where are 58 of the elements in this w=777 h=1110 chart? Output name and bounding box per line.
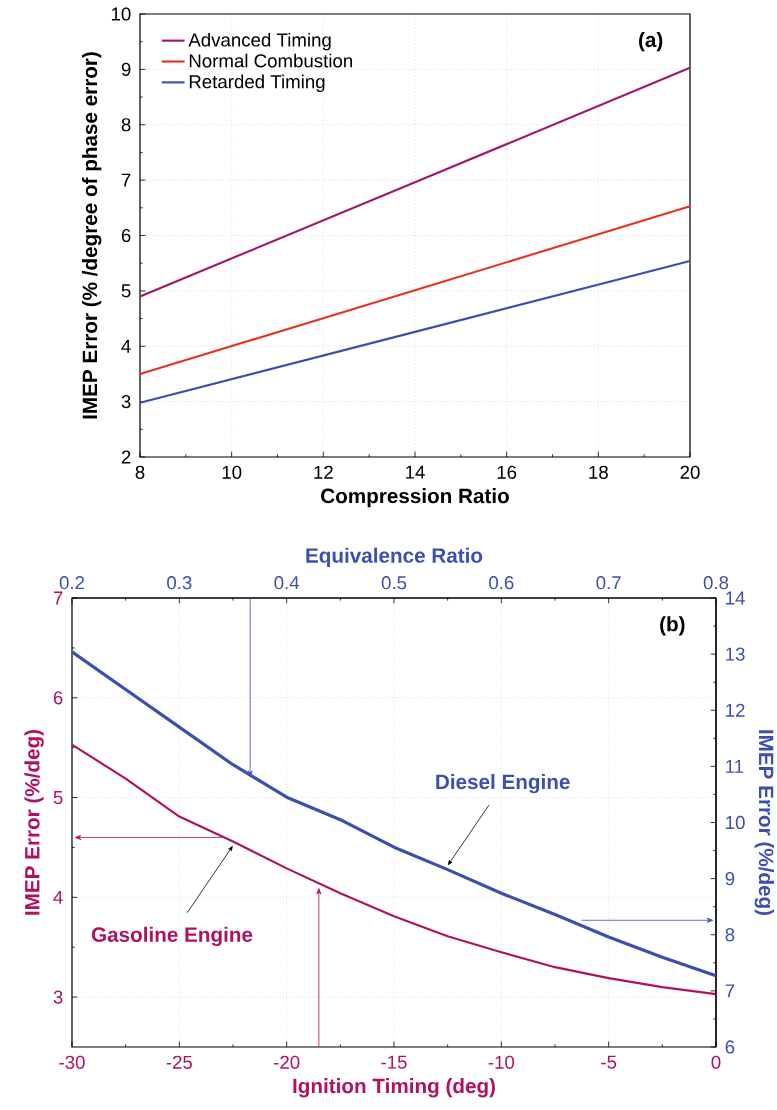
x2-tick-label: 0.3	[167, 576, 192, 590]
x-tick-label: 10	[222, 465, 242, 479]
x-tick-label: 0	[711, 1055, 721, 1069]
annotation: (b)	[660, 616, 685, 636]
y-tick-label: 7	[121, 173, 131, 187]
y-tick-label: 5	[53, 791, 63, 805]
y2-axis-title: IMEP Error (%/deg)	[754, 730, 774, 916]
y-tick-label: 9	[121, 62, 131, 76]
y2-tick-label: 12	[726, 703, 745, 717]
x-tick-label: -30	[59, 1055, 85, 1069]
x2-tick-label: 0.5	[381, 576, 407, 590]
y-axis-title: IMEP Error (% /degree of phase error)	[82, 52, 102, 419]
x-tick-label: -25	[166, 1055, 193, 1069]
x2-tick-label: 0.6	[489, 576, 514, 590]
y-tick-label: 6	[121, 228, 131, 243]
legend-label: Normal Combustion	[189, 53, 353, 68]
y2-tick-label: 6	[725, 1040, 735, 1054]
y-tick-label: 10	[111, 7, 131, 21]
y-tick-label: 4	[121, 339, 131, 353]
y-tick-label: 6	[53, 691, 63, 705]
x2-tick-label: 0.2	[59, 576, 85, 590]
x-tick-label: -20	[274, 1055, 300, 1069]
y-tick-label: 7	[53, 591, 63, 605]
y2-tick-label: 11	[726, 759, 744, 773]
y-axis-title: IMEP Error (%/deg)	[24, 729, 44, 915]
y2-tick-label: 14	[726, 591, 745, 605]
text: Gasoline Engine	[91, 926, 253, 947]
annotation: (a)	[639, 32, 663, 52]
y-tick-label: 8	[121, 118, 131, 132]
x2-axis-title: Equivalence Ratio	[306, 547, 483, 567]
x-tick-label: 18	[589, 465, 608, 479]
y2-tick-label: 7	[725, 984, 735, 998]
y-tick-label: 3	[53, 990, 63, 1004]
x-tick-label: -5	[601, 1055, 617, 1069]
y-tick-label: 4	[53, 890, 63, 904]
y2-tick-label: 9	[725, 872, 735, 886]
legend-label: Advanced Timing	[188, 32, 331, 51]
x-axis-title: Ignition Timing (deg)	[293, 1078, 495, 1098]
y-tick-label: 5	[121, 284, 131, 298]
x-tick-label: 14	[406, 465, 425, 479]
x2-tick-label: 0.7	[596, 576, 621, 590]
text: Diesel Engine	[436, 773, 570, 794]
y-tick-label: 2	[121, 450, 131, 464]
x-tick-label: 20	[680, 465, 700, 479]
y2-tick-label: 13	[726, 647, 745, 661]
y2-tick-label: 8	[725, 928, 735, 942]
x-tick-label: -10	[488, 1055, 515, 1069]
x-tick-label: 16	[497, 465, 517, 479]
x-tick-label: 12	[314, 465, 333, 479]
x-tick-label: -15	[381, 1055, 407, 1069]
y-tick-label: 3	[121, 395, 131, 409]
x2-tick-label: 0.4	[274, 576, 300, 590]
x2-tick-label: 0.8	[703, 576, 729, 590]
line-series	[70, 743, 718, 996]
y2-tick-label: 10	[726, 815, 745, 830]
legend-label: Retarded Timing	[189, 74, 325, 93]
x-tick-label: 8	[135, 465, 145, 479]
x-axis-title: Compression Ratio	[321, 488, 509, 508]
